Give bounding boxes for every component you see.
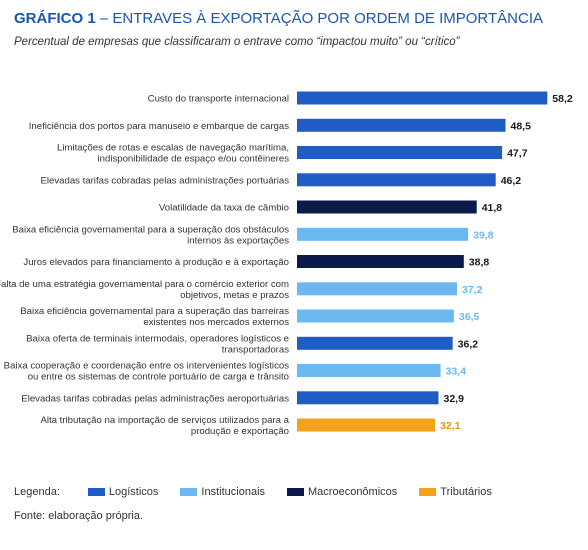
bar bbox=[297, 146, 503, 159]
legend-label-institucionais: Institucionais bbox=[201, 486, 266, 498]
category-label: objetivos, metas e prazos bbox=[180, 290, 289, 301]
category-label: Juros elevados para financiamento à prod… bbox=[23, 257, 289, 268]
bar-value-label: 37,2 bbox=[462, 284, 483, 296]
category-label: internos às exportações bbox=[187, 235, 289, 246]
bar-chart: 58,2 Custo do transporte internacional 48,… bbox=[0, 91, 573, 437]
legend-item-macroeconomicos: Macroeconômicos bbox=[287, 486, 397, 498]
legend-swatch-tributarios bbox=[419, 488, 437, 496]
chart-subtitle: Percentual de empresas que classificaram… bbox=[14, 36, 460, 48]
category-label: produção e exportação bbox=[191, 426, 289, 437]
legend-swatch-logisticos bbox=[87, 488, 105, 496]
bar bbox=[297, 418, 435, 432]
bar bbox=[297, 118, 506, 132]
bar bbox=[297, 336, 453, 350]
legend-label-tributarios: Tributários bbox=[440, 486, 492, 498]
category-label: Volatilidade da taxa de câmbio bbox=[159, 203, 289, 214]
category-label: Alta tributação na importação de serviço… bbox=[40, 415, 289, 426]
category-label: Limitações de rotas e escalas de navegaç… bbox=[57, 143, 289, 154]
bar-value-label: 38,8 bbox=[469, 257, 490, 269]
bar-value-label: 32,9 bbox=[444, 393, 465, 405]
category-label: existentes nos mercados externos bbox=[143, 317, 289, 328]
legend-swatch-institucionais bbox=[180, 488, 198, 496]
legend-item-tributarios: Tributários bbox=[419, 486, 492, 498]
bar bbox=[297, 309, 454, 323]
bar-value-label: 46,2 bbox=[501, 175, 522, 187]
legend-item-institucionais: Institucionais bbox=[180, 486, 265, 498]
legend-label-macroeconomicos: Macroeconômicos bbox=[308, 486, 398, 498]
bar-value-label: 39,8 bbox=[473, 229, 494, 241]
category-label: Falta de uma estratégia governamental pa… bbox=[0, 279, 289, 290]
chart-source: Fonte: elaboração própria. bbox=[14, 510, 144, 522]
bar bbox=[297, 364, 441, 377]
bar-value-label: 36,2 bbox=[458, 338, 479, 350]
chart-title-number: GRÁFICO 1 bbox=[14, 10, 96, 27]
legend-title: Legenda: bbox=[14, 486, 60, 498]
bar bbox=[297, 391, 439, 405]
category-label: Ineficiência dos portos para manuseio e … bbox=[29, 121, 289, 132]
bar bbox=[297, 200, 477, 214]
legend-swatch-macroeconomicos bbox=[287, 488, 305, 496]
chart-title-text: – ENTRAVES À EXPORTAÇÃO POR ORDEM DE IMP… bbox=[95, 10, 543, 27]
bar bbox=[297, 173, 496, 187]
category-label: transportadoras bbox=[222, 344, 289, 355]
category-label: Baixa eficiência governamental para a su… bbox=[20, 306, 289, 317]
bar-value-label: 32,1 bbox=[440, 420, 461, 432]
legend-label-logisticos: Logísticos bbox=[108, 486, 159, 498]
bar-value-label: 47,7 bbox=[507, 148, 528, 160]
category-label: Baixa cooperação e coordenação entre os … bbox=[4, 361, 290, 372]
bar-value-label: 36,5 bbox=[459, 311, 480, 323]
category-label: Baixa oferta de terminais intermodais, o… bbox=[26, 333, 289, 344]
bar-value-label: 41,8 bbox=[482, 202, 503, 214]
bar-value-label: 58,2 bbox=[552, 93, 573, 105]
category-label: Elevadas tarifas cobradas pelas administ… bbox=[40, 175, 289, 186]
bar bbox=[297, 227, 469, 241]
legend-item-logisticos: Logísticos bbox=[87, 486, 159, 498]
category-label: Elevadas tarifas cobradas pelas administ… bbox=[21, 393, 289, 404]
bar bbox=[297, 255, 464, 268]
chart-title: GRÁFICO 1 – ENTRAVES À EXPORTAÇÃO POR OR… bbox=[14, 10, 543, 27]
bar bbox=[297, 282, 457, 296]
category-label: Baixa eficiência governamental para a su… bbox=[12, 224, 289, 235]
bar bbox=[297, 91, 548, 105]
category-label: indisponibilidade de espaço e/ou contêin… bbox=[98, 154, 290, 165]
category-label: Custo do transporte internacional bbox=[148, 94, 289, 105]
chart-legend: Legenda: Logísticos Institucionais Macro… bbox=[14, 486, 514, 498]
bar-value-label: 48,5 bbox=[511, 120, 532, 132]
category-label: ou entre os sistemas de controle portuár… bbox=[28, 372, 289, 383]
bar-value-label: 33,4 bbox=[446, 366, 467, 378]
